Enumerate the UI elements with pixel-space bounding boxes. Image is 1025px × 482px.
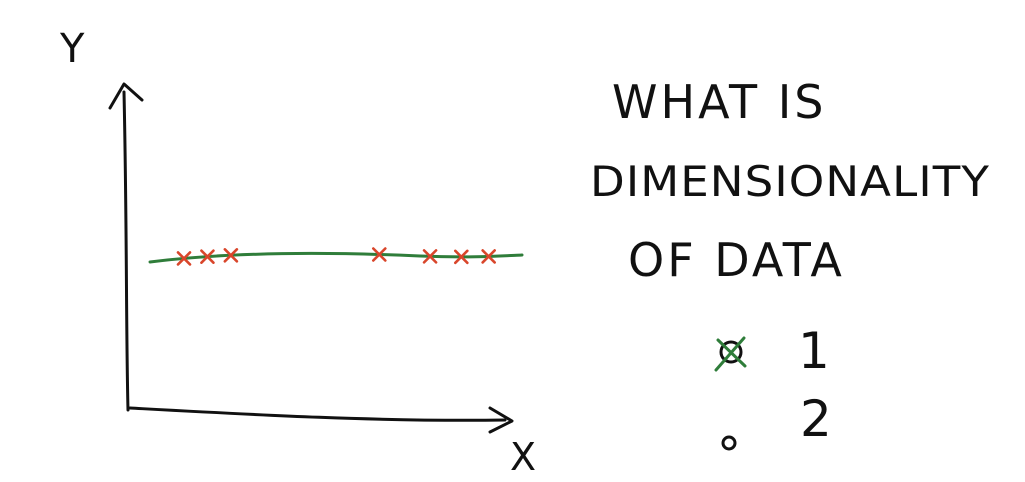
option-1-radio-icon	[719, 340, 743, 364]
data-point-marker	[223, 248, 239, 263]
y-axis-label: Y	[59, 26, 85, 72]
question: WHAT IS DIMENSIONALITY OF DATA	[590, 75, 990, 287]
check-mark-icon	[714, 336, 747, 372]
data-point-marker	[422, 249, 438, 264]
option-1-label: 1	[798, 322, 830, 380]
question-line-3: OF DATA	[628, 233, 845, 287]
data-point-marker	[200, 249, 215, 264]
data-points	[176, 247, 496, 266]
x-axis	[128, 406, 514, 434]
fit-line	[148, 252, 524, 264]
option-1[interactable]: 1	[714, 322, 830, 380]
option-2[interactable]: 2	[721, 390, 832, 451]
data-point-marker	[481, 249, 496, 264]
data-point-marker	[176, 251, 192, 266]
data-point-marker	[371, 247, 387, 262]
option-2-label: 2	[800, 390, 832, 448]
y-axis	[108, 82, 144, 412]
data-point-marker	[454, 249, 469, 265]
x-axis-label: X	[510, 435, 536, 479]
question-line-2: DIMENSIONALITY	[590, 157, 990, 206]
option-2-radio-icon	[721, 435, 737, 451]
question-line-1: WHAT IS	[612, 75, 826, 129]
